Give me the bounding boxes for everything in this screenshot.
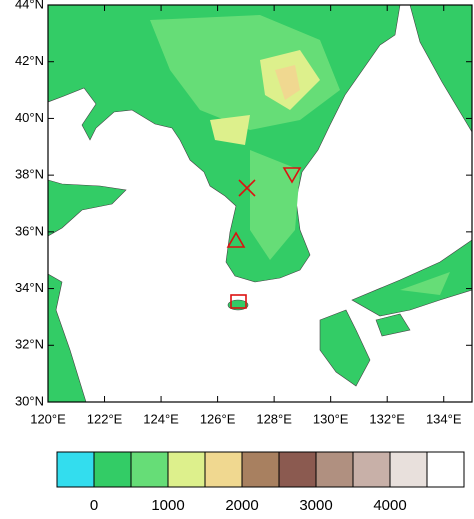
land — [48, 5, 472, 402]
site-markers — [226, 167, 302, 309]
colorbar-box — [426, 451, 465, 488]
x-tick-label: 126°E — [200, 411, 236, 426]
colorbar-box — [167, 451, 206, 488]
x-tick-label: 122°E — [87, 411, 123, 426]
colorbar-box — [389, 451, 428, 488]
x-tick-label: 134°E — [426, 411, 462, 426]
colorbar-box — [204, 451, 243, 488]
colorbar-label: 0 — [90, 497, 98, 514]
y-tick-label: 32°N — [15, 337, 44, 352]
colorbar-box — [352, 451, 391, 488]
colorbar-box — [241, 451, 280, 488]
x-tick-label: 124°E — [143, 411, 179, 426]
y-tick-label: 42°N — [15, 53, 44, 68]
y-tick-label: 36°N — [15, 223, 44, 238]
x-tick-label: 130°E — [313, 411, 349, 426]
y-tick-label: 30°N — [15, 393, 44, 408]
triangle-down-marker — [282, 167, 302, 184]
colorbar-label: 1000 — [151, 497, 184, 514]
colorbar-box — [93, 451, 132, 488]
y-tick-label: 44°N — [15, 0, 44, 11]
x-tick-label: 120°E — [30, 411, 66, 426]
colorbar-label: 2000 — [225, 497, 258, 514]
colorbar-box — [56, 451, 95, 488]
cross-marker — [238, 179, 256, 197]
x-tick-label: 128°E — [256, 411, 292, 426]
colorbar-box — [315, 451, 354, 488]
y-tick-label: 40°N — [15, 110, 44, 125]
triangle-marker — [226, 231, 246, 248]
x-tick-label: 132°E — [369, 411, 405, 426]
colorbar-box — [130, 451, 169, 488]
map-frame — [47, 4, 473, 403]
y-tick-label: 34°N — [15, 280, 44, 295]
square-marker — [230, 294, 247, 309]
colorbar-box — [278, 451, 317, 488]
colorbar-label: 3000 — [299, 497, 332, 514]
colorbar-label: 4000 — [373, 497, 406, 514]
y-tick-label: 38°N — [15, 167, 44, 182]
